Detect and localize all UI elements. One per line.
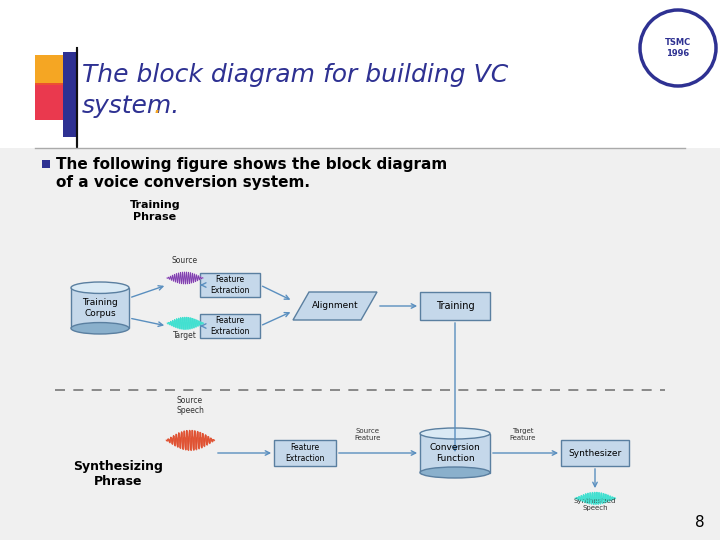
Bar [42, 160, 50, 168]
Text: The block diagram for building VC: The block diagram for building VC [82, 63, 508, 87]
Text: of a voice conversion system.: of a voice conversion system. [56, 174, 310, 190]
Text: Source
Feature: Source Feature [355, 428, 381, 441]
Text: TSMC
1996: TSMC 1996 [665, 38, 691, 58]
Text: .: . [154, 94, 162, 118]
FancyBboxPatch shape [420, 292, 490, 320]
Text: Training
Corpus: Training Corpus [82, 298, 118, 318]
Ellipse shape [420, 467, 490, 478]
Text: Target: Target [173, 331, 197, 340]
Text: Feature
Extraction: Feature Extraction [210, 275, 250, 295]
Bar [65, 55, 77, 135]
Bar [35, 55, 65, 85]
Circle shape [640, 10, 716, 86]
FancyBboxPatch shape [200, 273, 260, 297]
Bar [35, 85, 65, 120]
Bar [0, 0, 720, 148]
Polygon shape [293, 292, 377, 320]
Text: Synthesizing
Phrase: Synthesizing Phrase [73, 460, 163, 488]
Text: Source
Speech: Source Speech [176, 396, 204, 415]
Text: 8: 8 [696, 515, 705, 530]
Text: Training
Phrase: Training Phrase [130, 200, 180, 221]
Text: Conversion
Function: Conversion Function [430, 443, 480, 463]
Bar [35, 55, 65, 85]
Bar [35, 83, 65, 120]
Ellipse shape [71, 282, 129, 293]
Text: Feature
Extraction: Feature Extraction [210, 316, 250, 336]
Text: Training: Training [436, 301, 474, 311]
Bar [63, 52, 77, 137]
Text: Source: Source [172, 256, 198, 265]
Text: The following figure shows the block diagram: The following figure shows the block dia… [56, 158, 447, 172]
FancyBboxPatch shape [561, 440, 629, 466]
FancyBboxPatch shape [200, 314, 260, 338]
FancyBboxPatch shape [274, 440, 336, 466]
Bar [71, 288, 129, 328]
Text: Synthesizer: Synthesizer [568, 449, 621, 457]
Ellipse shape [71, 322, 129, 334]
Text: system.: system. [82, 94, 180, 118]
Text: Synthesized
Speech: Synthesized Speech [574, 498, 616, 511]
Bar [420, 434, 490, 472]
Text: Feature
Extraction: Feature Extraction [285, 443, 325, 463]
Text: Target
Feature: Target Feature [510, 428, 536, 441]
Text: Alignment: Alignment [312, 301, 359, 310]
Ellipse shape [420, 428, 490, 439]
